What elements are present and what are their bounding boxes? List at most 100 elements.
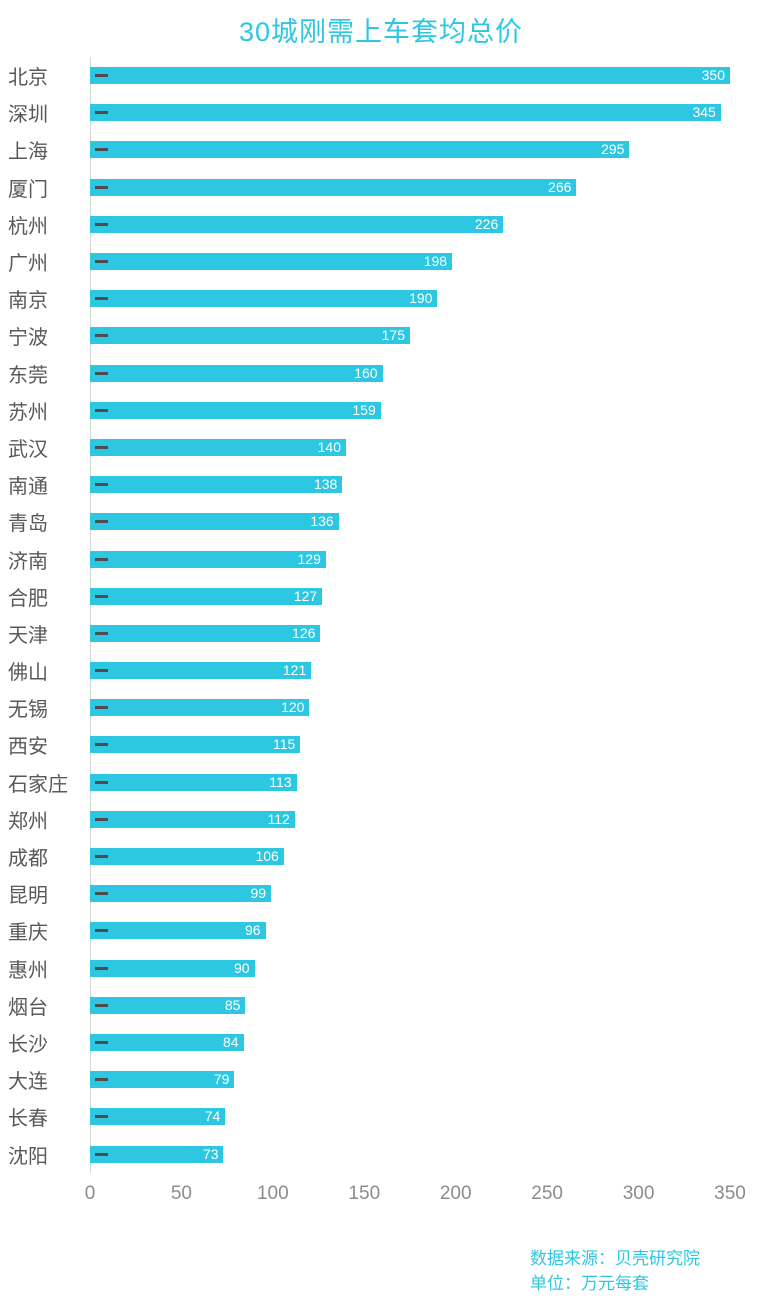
bar: 136 xyxy=(90,513,339,531)
bar-rows: 北京 350 深圳 345 上海 295 厦门 266 杭州 226 广州 198 南京 190 宁波 175… xyxy=(0,57,762,1173)
axis-tick-dash xyxy=(95,966,108,970)
axis-tick-dash xyxy=(95,297,108,301)
category-label: 无锡 xyxy=(8,699,48,722)
bar-track: 345 xyxy=(90,104,730,122)
category-label: 厦门 xyxy=(8,178,48,201)
axis-tick-dash xyxy=(95,408,108,412)
bar: 129 xyxy=(90,550,326,568)
bar: 345 xyxy=(90,104,721,122)
value-label: 73 xyxy=(202,1145,219,1162)
category-label: 郑州 xyxy=(8,810,48,833)
value-label: 266 xyxy=(548,178,572,195)
bar: 140 xyxy=(90,438,346,456)
bar-track: 140 xyxy=(90,438,730,456)
axis-tick-dash xyxy=(95,260,108,264)
bar-row: 沈阳 73 xyxy=(0,1135,762,1172)
axis-tick-dash xyxy=(95,1078,108,1082)
category-label: 苏州 xyxy=(8,401,48,424)
chart-title: 30城刚需上车套均总价 xyxy=(238,17,524,47)
bar-row: 成都 106 xyxy=(0,838,762,875)
value-label: 138 xyxy=(313,476,338,493)
bar: 190 xyxy=(90,290,438,308)
bar-row: 苏州 159 xyxy=(0,392,762,429)
bar: 113 xyxy=(90,773,297,791)
bar-row: 宁波 175 xyxy=(0,317,762,354)
bar-row: 上海 295 xyxy=(0,131,762,168)
axis-tick-dash xyxy=(95,929,108,933)
bar: 90 xyxy=(90,959,255,977)
value-label: 120 xyxy=(281,699,305,716)
bar-row: 无锡 120 xyxy=(0,689,762,726)
category-label: 杭州 xyxy=(8,215,48,238)
bar-track: 74 xyxy=(90,1108,730,1126)
bar: 127 xyxy=(90,587,323,605)
bar-chart: 北京 350 深圳 345 上海 295 厦门 266 杭州 226 广州 198 南京 190 宁波 175… xyxy=(0,57,762,1217)
bar-track: 115 xyxy=(90,736,730,754)
bar-track: 85 xyxy=(90,996,730,1014)
value-label: 85 xyxy=(224,996,241,1013)
bar: 106 xyxy=(90,848,284,866)
bar-track: 138 xyxy=(90,476,730,494)
bar: 295 xyxy=(90,141,630,159)
axis-tick-dash xyxy=(95,669,108,673)
bar: 226 xyxy=(90,215,504,233)
x-tick-label: 300 xyxy=(622,1182,655,1204)
category-label: 西安 xyxy=(8,736,48,759)
value-label: 113 xyxy=(269,773,292,790)
value-label: 190 xyxy=(409,290,433,307)
axis-tick-dash xyxy=(95,371,108,375)
x-tick-label: 50 xyxy=(170,1182,192,1204)
bar-row: 惠州 90 xyxy=(0,950,762,987)
axis-tick-dash xyxy=(95,855,108,859)
bar-track: 96 xyxy=(90,922,730,940)
category-label: 上海 xyxy=(8,141,48,164)
value-label: 79 xyxy=(213,1071,230,1088)
bar-track: 127 xyxy=(90,587,730,605)
category-label: 宁波 xyxy=(8,327,48,350)
x-tick-label: 350 xyxy=(714,1182,746,1204)
bar-track: 136 xyxy=(90,513,730,531)
bar: 84 xyxy=(90,1033,244,1051)
source-note: 数据来源：贝壳研究院 xyxy=(530,1249,700,1268)
bar: 266 xyxy=(90,178,577,196)
unit-note: 单位：万元每套 xyxy=(530,1274,649,1293)
bar-track: 84 xyxy=(90,1033,730,1051)
bar: 96 xyxy=(90,922,266,940)
axis-tick-dash xyxy=(95,892,108,896)
category-label: 南通 xyxy=(8,476,48,499)
bar-row: 济南 129 xyxy=(0,540,762,577)
bar-row: 佛山 121 xyxy=(0,652,762,689)
bar-row: 厦门 266 xyxy=(0,169,762,206)
value-label: 345 xyxy=(692,104,716,121)
axis-tick-dash xyxy=(95,817,108,821)
value-label: 350 xyxy=(701,67,725,84)
axis-tick-dash xyxy=(95,594,108,598)
value-label: 160 xyxy=(354,364,378,381)
bar-track: 106 xyxy=(90,848,730,866)
value-label: 129 xyxy=(297,550,321,567)
axis-tick-dash xyxy=(95,1003,108,1007)
bar-track: 120 xyxy=(90,699,730,717)
value-label: 115 xyxy=(272,736,296,753)
bar-row: 深圳 345 xyxy=(0,94,762,131)
bar-track: 295 xyxy=(90,141,730,159)
value-label: 99 xyxy=(250,885,267,902)
bar-track: 79 xyxy=(90,1071,730,1089)
value-label: 159 xyxy=(352,401,376,418)
value-label: 121 xyxy=(282,662,307,679)
bar: 74 xyxy=(90,1108,226,1126)
bar-row: 合肥 127 xyxy=(0,578,762,615)
category-label: 沈阳 xyxy=(8,1145,48,1168)
x-tick-label: 100 xyxy=(256,1182,289,1204)
value-label: 106 xyxy=(255,848,279,865)
axis-tick-dash xyxy=(95,483,108,487)
category-label: 佛山 xyxy=(8,662,48,685)
bar-track: 129 xyxy=(90,550,730,568)
bar: 99 xyxy=(90,885,272,903)
category-label: 烟台 xyxy=(8,996,48,1019)
bar-row: 昆明 99 xyxy=(0,875,762,912)
category-label: 成都 xyxy=(8,848,48,871)
bar-track: 126 xyxy=(90,624,730,642)
bar-track: 113 xyxy=(90,773,730,791)
axis-tick-dash xyxy=(95,520,108,524)
